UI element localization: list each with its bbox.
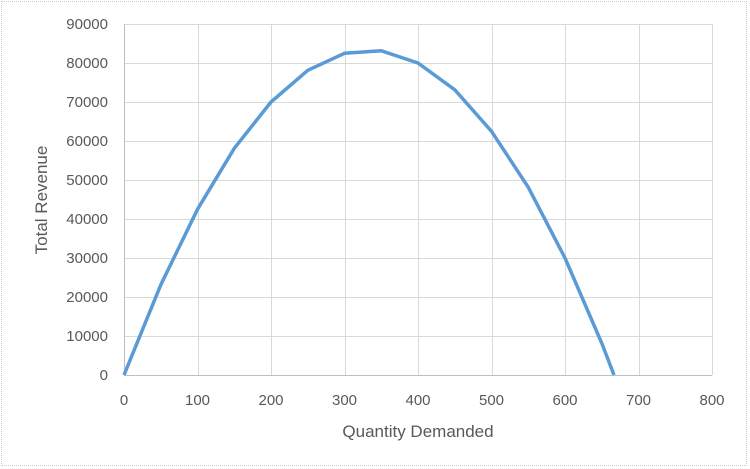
x-tick-label: 300	[332, 392, 357, 409]
y-tick-label: 70000	[66, 94, 108, 111]
y-tick-label: 0	[100, 367, 108, 384]
x-axis-title: Quantity Demanded	[342, 422, 493, 441]
y-tick-label: 30000	[66, 250, 108, 267]
x-tick-label: 400	[405, 392, 430, 409]
x-tick-label: 500	[479, 392, 504, 409]
x-tick-label: 0	[120, 392, 128, 409]
y-tick-label: 90000	[66, 16, 108, 33]
total-revenue-series-line	[122, 49, 616, 376]
y-tick-label: 20000	[66, 289, 108, 306]
x-tick-label: 800	[699, 392, 724, 409]
x-tick-label: 600	[552, 392, 577, 409]
y-tick-label: 10000	[66, 328, 108, 345]
y-tick-label: 40000	[66, 211, 108, 228]
y-tick-label: 60000	[66, 133, 108, 150]
x-tick-label: 200	[258, 392, 283, 409]
y-tick-label: 80000	[66, 55, 108, 72]
x-axis-ticks: 0 100 200 300 400 500 600 700 800	[120, 392, 725, 409]
gridlines	[124, 24, 713, 375]
y-tick-label: 50000	[66, 172, 108, 189]
x-tick-label: 100	[185, 392, 210, 409]
y-axis-ticks: 0 10000 20000 30000 40000 50000 60000 70000 8000…	[66, 16, 108, 384]
x-tick-label: 700	[626, 392, 651, 409]
y-axis-title: Total Revenue	[32, 146, 51, 255]
